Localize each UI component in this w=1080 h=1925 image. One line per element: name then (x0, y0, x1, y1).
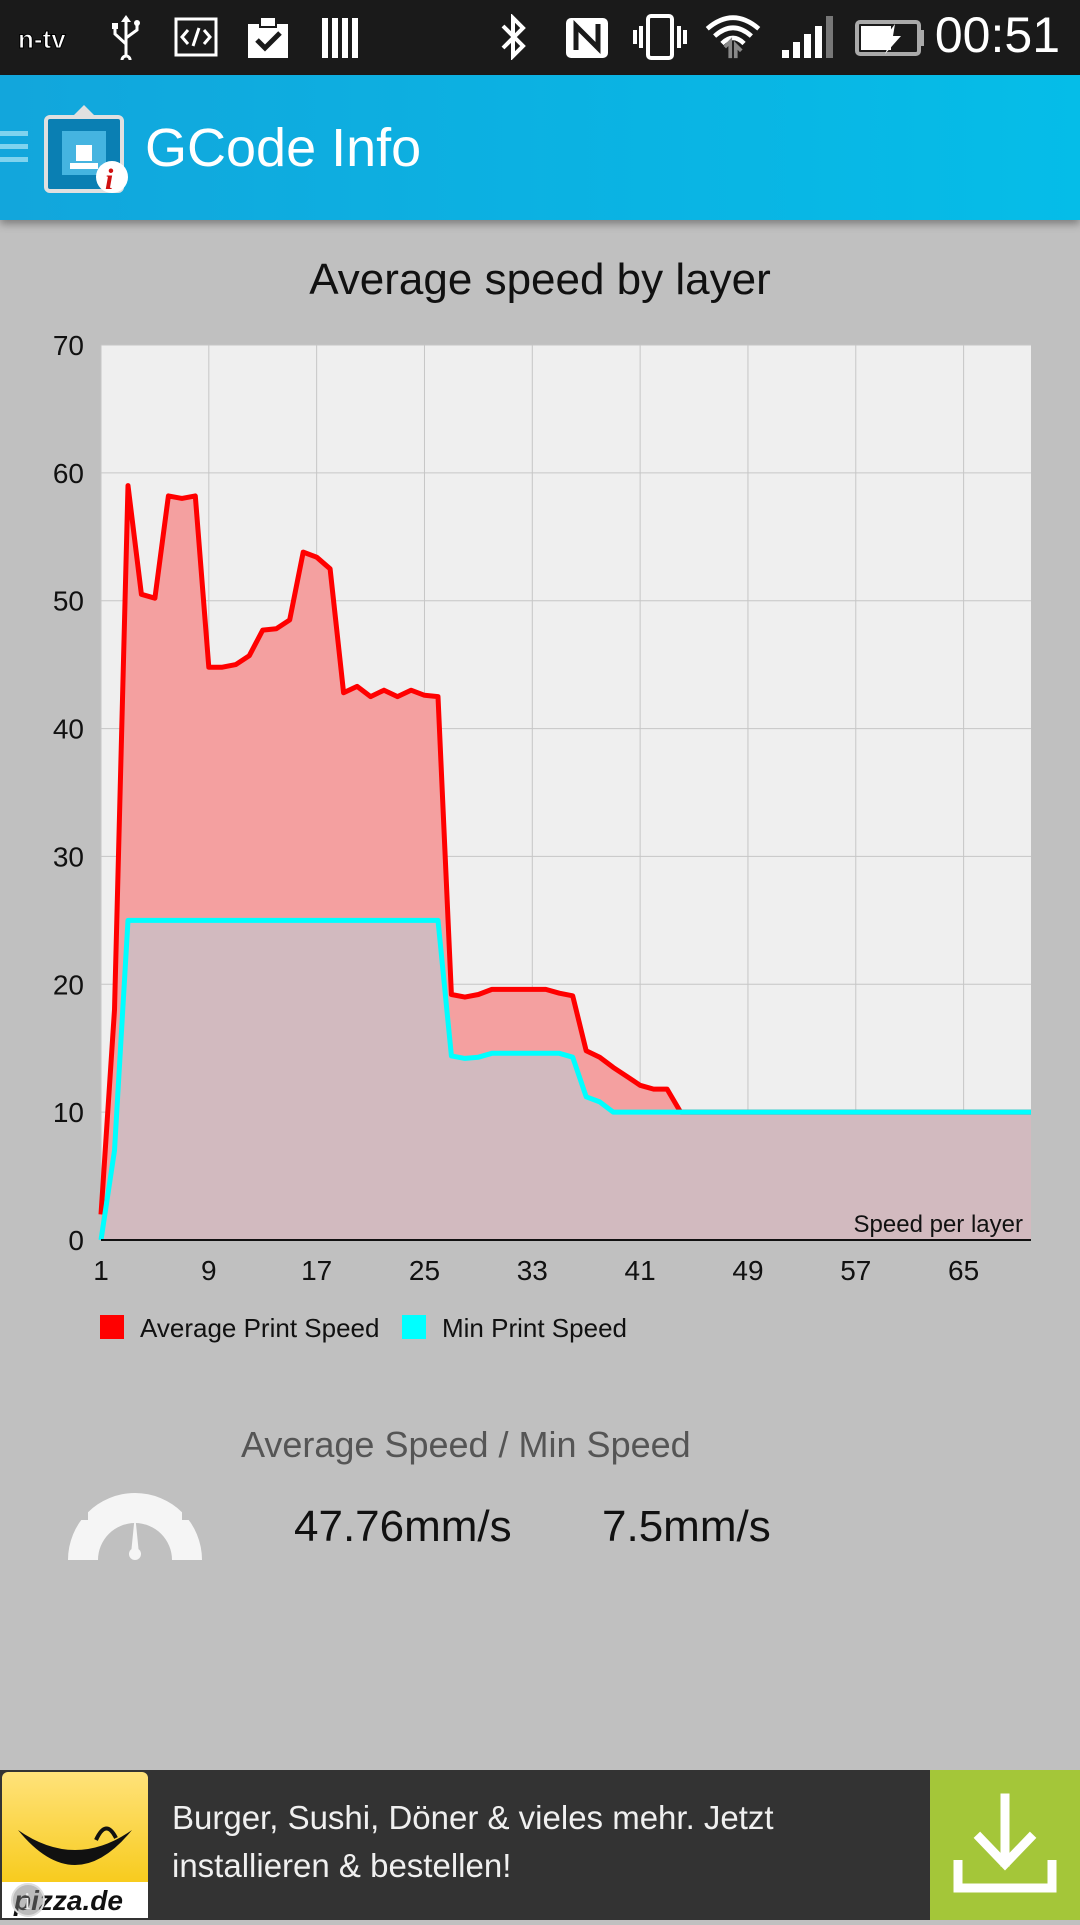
svg-text:i: i (105, 163, 114, 195)
series-area-min (101, 920, 1031, 1240)
hamburger-menu-icon[interactable] (0, 127, 30, 167)
svg-text:i: i (24, 1889, 31, 1915)
legend-swatch-min (402, 1315, 426, 1339)
y-tick-label: 30 (53, 841, 84, 872)
chart-series-lines (98, 483, 1031, 1241)
chart-area-fills (101, 485, 1031, 1241)
y-tick-label: 40 (53, 714, 84, 745)
chart-legend: Average Print Speed Min Print Speed (100, 1313, 627, 1343)
chart-tick-labels: 1 9 17 25 33 41 49 57 65 0 10 20 30 40 50 60 70 (53, 330, 979, 1286)
y-tick-label: 0 (68, 1225, 84, 1256)
legend-label-average: Average Print Speed (140, 1313, 379, 1343)
signal-icon (782, 16, 833, 58)
legend-swatch-average (100, 1315, 124, 1339)
app-bar: i GCode Info (0, 75, 1080, 220)
y-tick-label: 20 (53, 969, 84, 1000)
min-speed-value: 7.5mm/s (602, 1502, 771, 1551)
battery-charging-icon (855, 20, 924, 56)
x-tick-label: 49 (732, 1255, 763, 1286)
x-tick-label: 1 (93, 1255, 109, 1286)
app-logo-icon[interactable]: i (42, 105, 128, 195)
x-tick-label: 65 (948, 1255, 979, 1286)
series-line-min (98, 917, 1031, 1241)
chart-title: Average speed by layer (309, 255, 771, 304)
bluetooth-icon (501, 14, 526, 60)
app-title: GCode Info (145, 118, 422, 178)
x-tick-label: 41 (625, 1255, 656, 1286)
vibrate-icon (633, 14, 687, 60)
pizza-de-logo[interactable]: pizza.de i (0, 1770, 150, 1920)
code-icon (174, 17, 218, 57)
x-tick-label: 25 (409, 1255, 440, 1286)
x-tick-label: 17 (301, 1255, 332, 1286)
barcode-icon (322, 18, 358, 58)
n-tv-logo-text: n-tv (18, 24, 66, 54)
status-bar: n-tv (0, 0, 1080, 75)
status-time: 00:51 (934, 7, 1060, 63)
ad-text[interactable]: Burger, Sushi, Döner & vieles mehr. Jetz… (172, 1799, 774, 1884)
ad-download-button[interactable] (930, 1770, 1080, 1920)
chart-annotation: Speed per layer (854, 1211, 1023, 1238)
ad-banner[interactable]: pizza.de i Burger, Sushi, Döner & vieles… (0, 1770, 1080, 1920)
y-tick-label: 10 (53, 1097, 84, 1128)
legend-label-min: Min Print Speed (442, 1313, 627, 1343)
download-icon (953, 1793, 1057, 1893)
x-tick-label: 57 (840, 1255, 871, 1286)
speed-stats-label: Average Speed / Min Speed (241, 1424, 691, 1465)
x-tick-label: 9 (201, 1255, 217, 1286)
y-tick-label: 60 (53, 458, 84, 489)
speedometer-icon (68, 1462, 202, 1560)
average-speed-value: 47.76mm/s (294, 1502, 512, 1551)
x-tick-label: 33 (517, 1255, 548, 1286)
nfc-icon (566, 18, 608, 58)
series-line-average (98, 483, 1031, 1215)
clipboard-check-icon (248, 16, 288, 58)
n-tv-icon: n-tv (18, 24, 67, 55)
y-tick-label: 50 (53, 586, 84, 617)
usb-icon (112, 15, 140, 60)
wifi-icon (705, 15, 761, 59)
y-tick-label: 70 (53, 330, 84, 361)
speed-chart: 1 9 17 25 33 41 49 57 65 0 10 20 30 40 50 60 70 Speed pe… (53, 330, 1031, 1343)
